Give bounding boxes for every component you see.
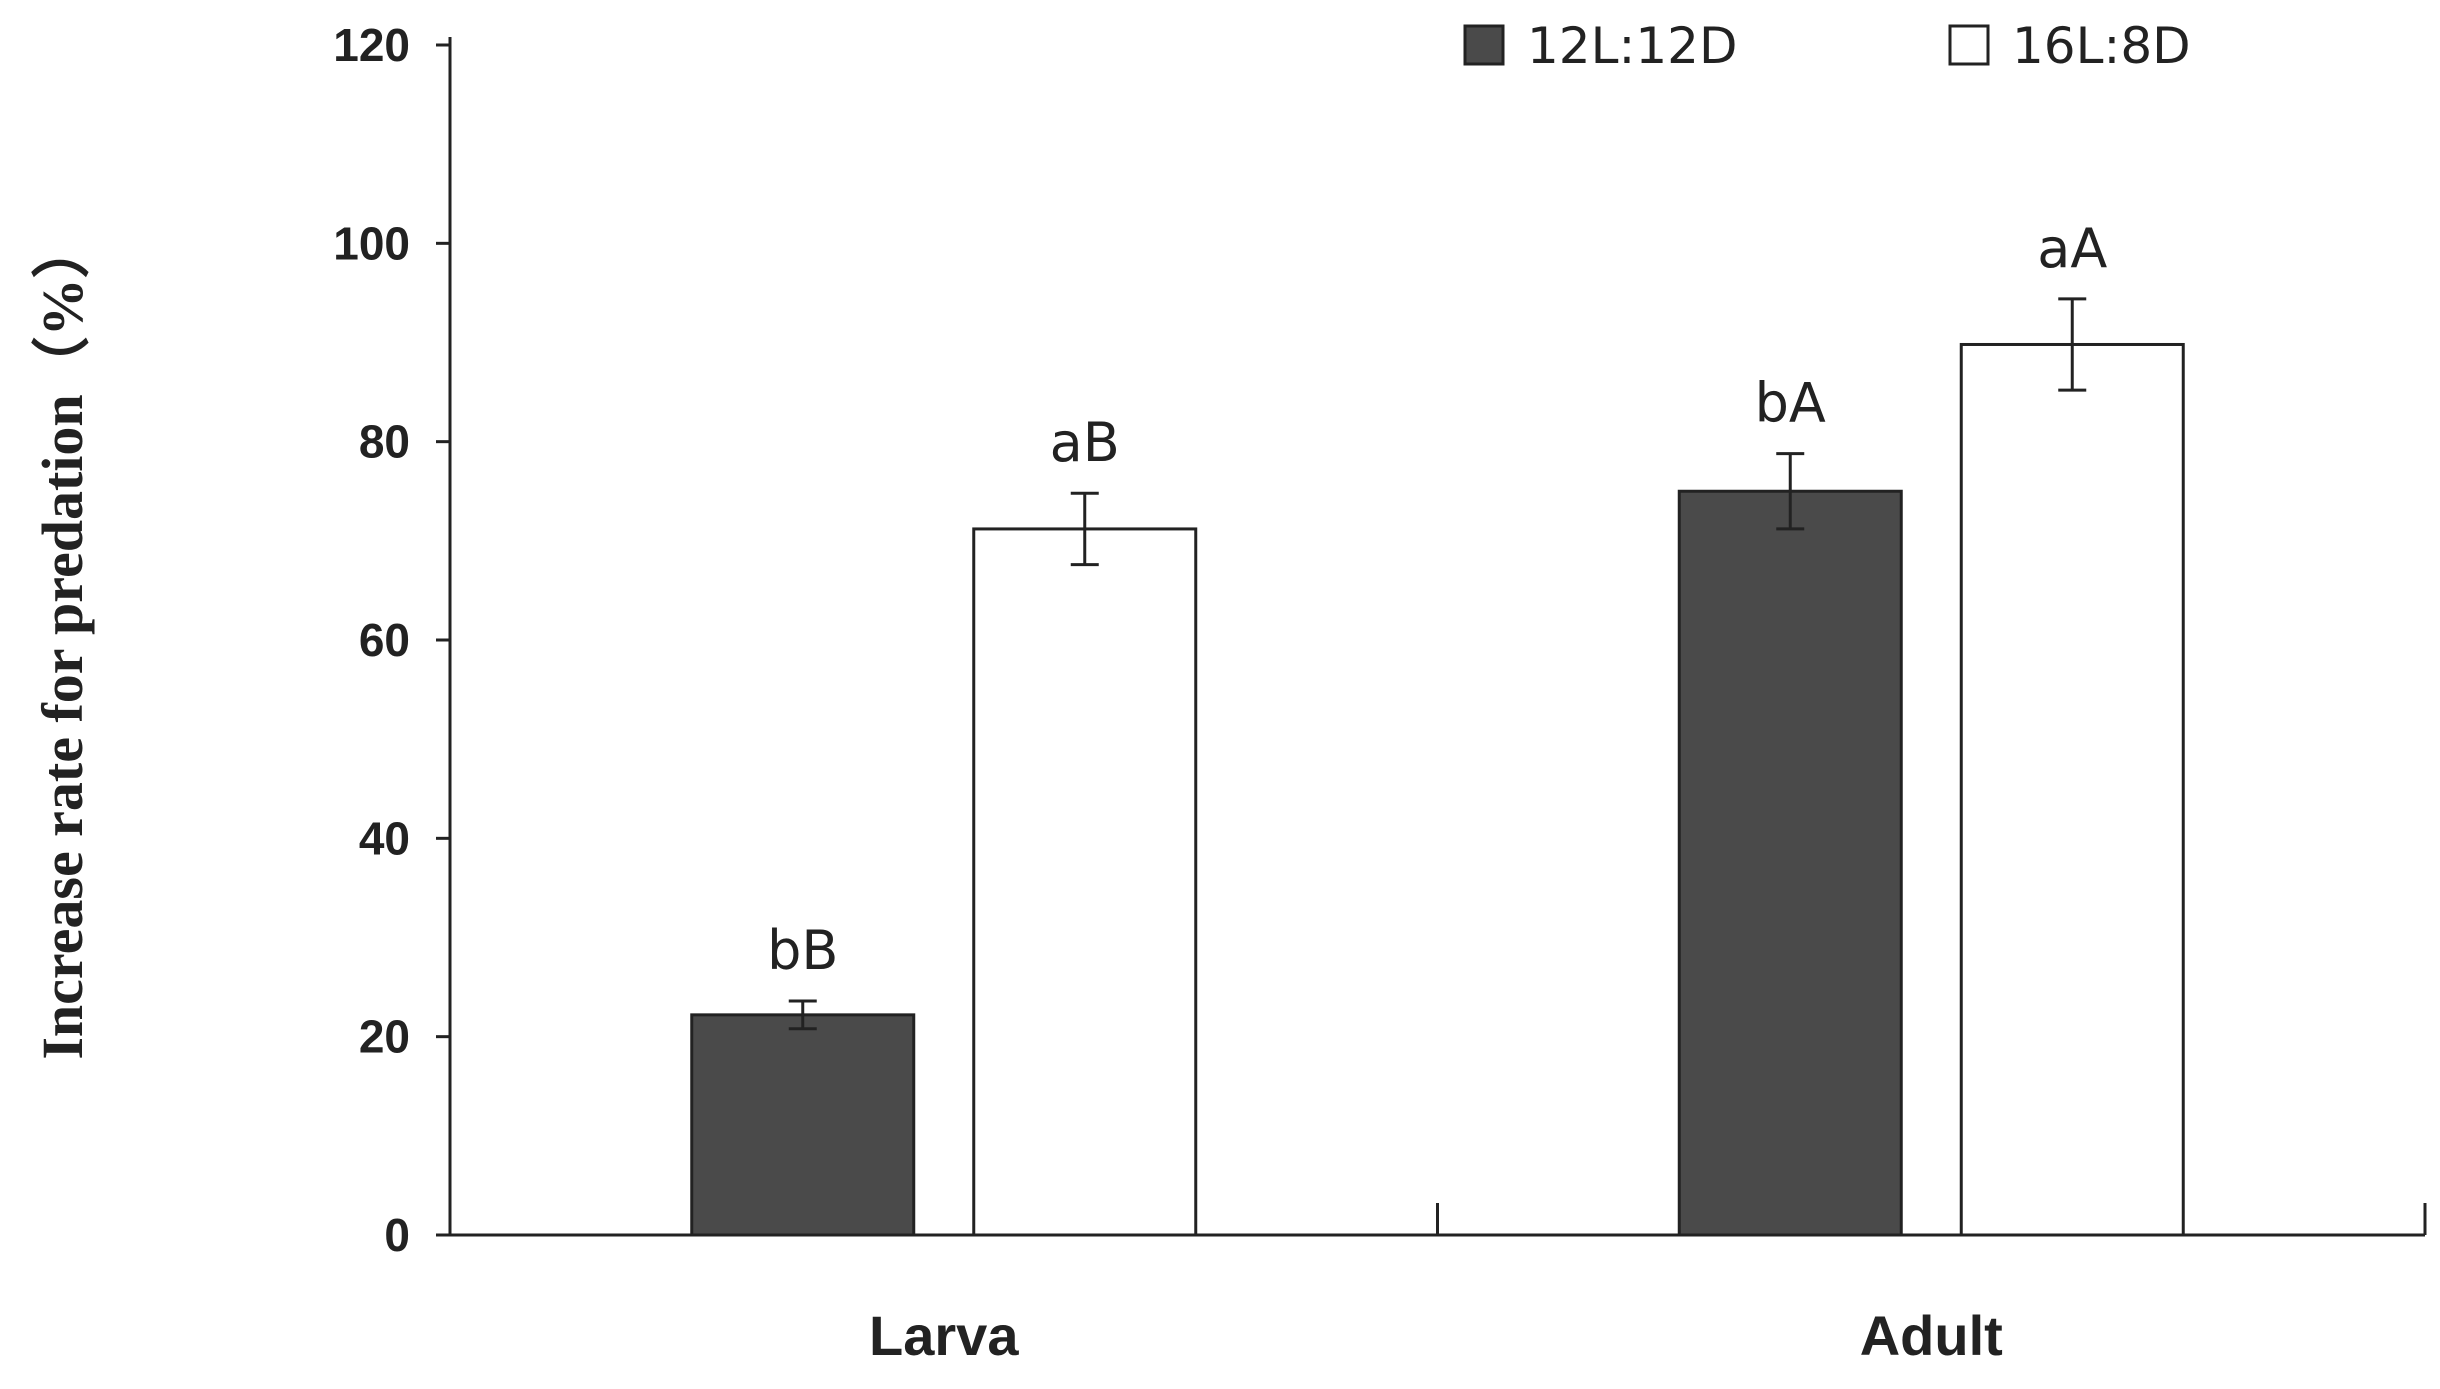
legend-swatch <box>1463 24 1505 66</box>
significance-label: bB <box>767 919 838 982</box>
y-tick-label: 80 <box>359 416 410 468</box>
x-category-label: Larva <box>869 1304 1019 1367</box>
y-tick-label: 100 <box>333 217 410 269</box>
labels: bB aB Larva bA aA Adult Increase rate for pred… <box>30 217 2107 1367</box>
y-axis-title: Increase rate for predation（%） <box>30 220 95 1059</box>
legend-swatch <box>1948 24 1990 66</box>
bars <box>690 297 2185 1237</box>
y-tick-label: 120 <box>333 19 410 71</box>
bar <box>972 527 1198 1237</box>
bar <box>690 1013 916 1237</box>
axes: 0 20 40 60 80 100 120 <box>333 19 2427 1261</box>
x-category-label: Adult <box>1860 1304 2003 1367</box>
significance-label: aB <box>1050 411 1120 474</box>
y-tick-label: 0 <box>384 1209 410 1261</box>
legend-label: 12L:12D <box>1527 17 1737 75</box>
y-tick-label: 40 <box>359 812 410 864</box>
legend-label: 16L:8D <box>2012 17 2191 75</box>
significance-label: aA <box>2037 217 2107 280</box>
significance-label: bA <box>1755 372 1826 435</box>
y-tick-label: 20 <box>359 1011 410 1063</box>
y-tick-label: 60 <box>359 614 410 666</box>
bar <box>1959 342 2185 1237</box>
bar <box>1677 489 1903 1237</box>
legend: 12L:12D 16L:8D <box>1463 17 2191 75</box>
